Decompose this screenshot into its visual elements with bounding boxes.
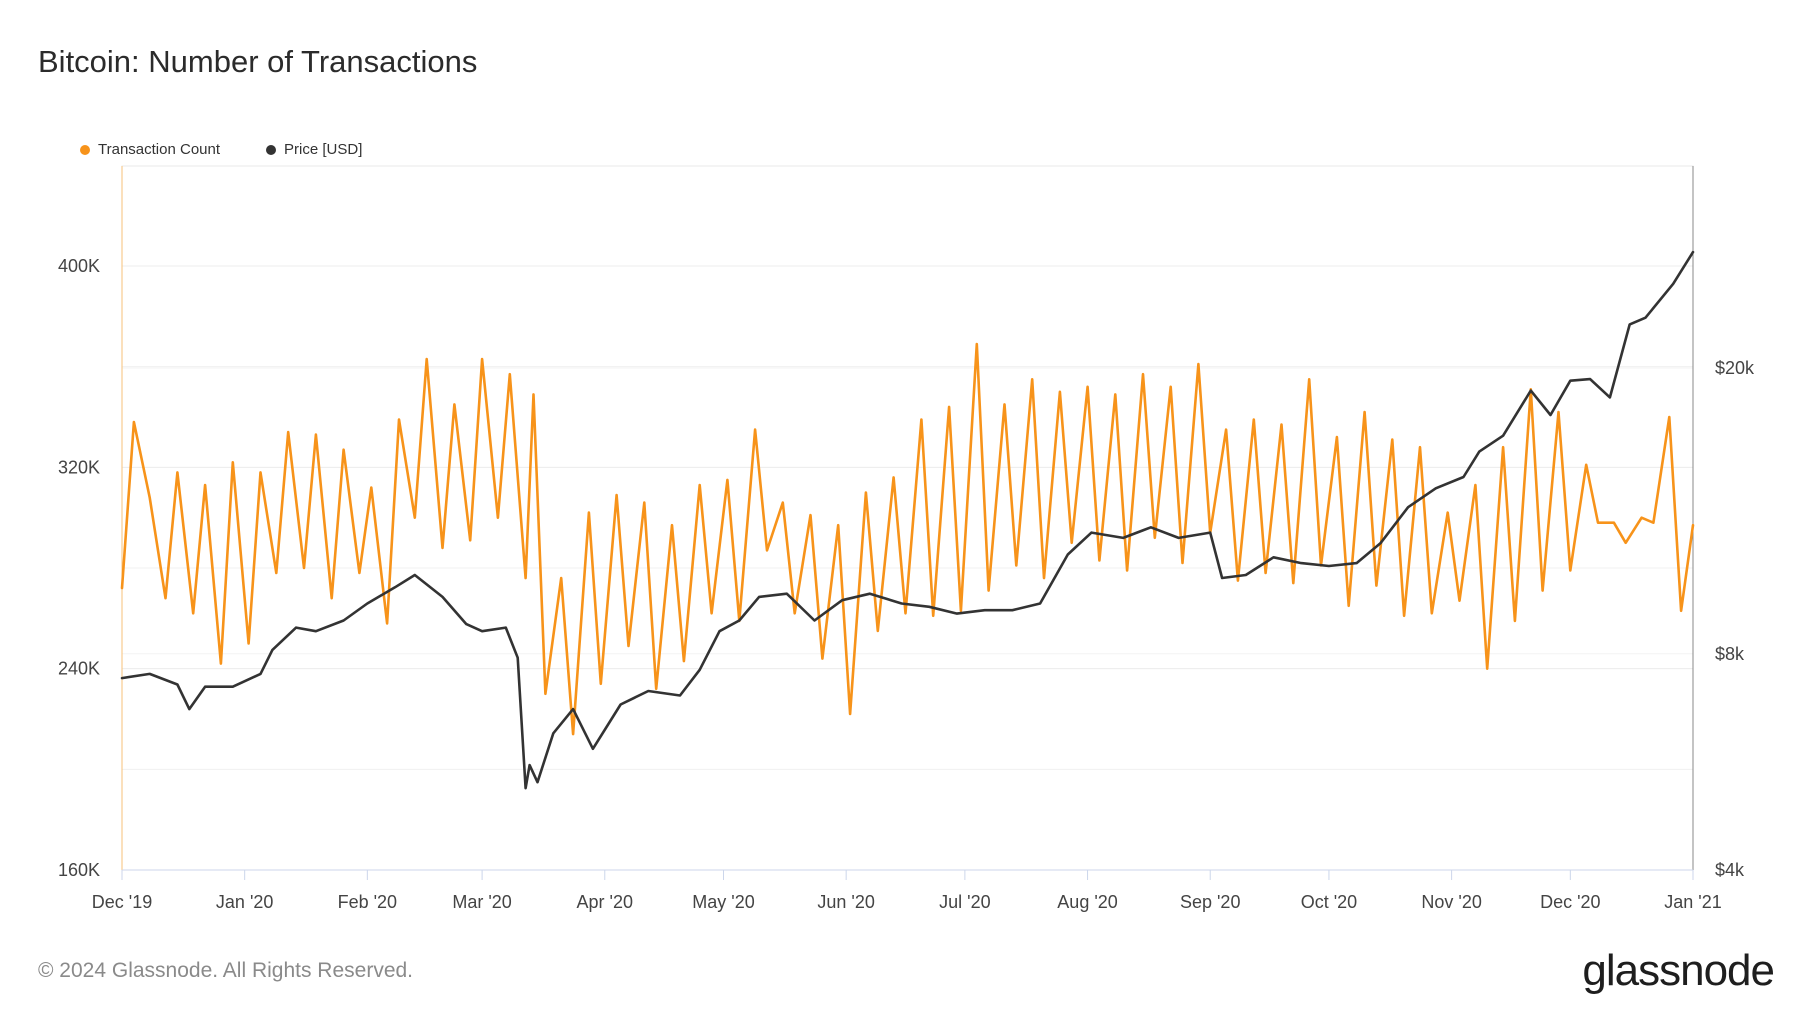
plot-area: [121, 165, 1694, 871]
y-right-tick-label: $20k: [1715, 358, 1755, 378]
legend-dot-icon: [80, 144, 90, 155]
y-right-tick-label: $4k: [1715, 860, 1745, 880]
x-tick-label: Aug '20: [1057, 892, 1118, 912]
chart-legend: Transaction Count Price [USD]: [80, 141, 362, 158]
glassnode-logo: glassnode: [1582, 946, 1775, 995]
x-tick-label: Jul '20: [939, 892, 990, 912]
x-tick-label: May '20: [692, 892, 754, 912]
x-tick-label: Mar '20: [452, 892, 511, 912]
series-line-price: [120, 250, 1695, 790]
x-tick-label: Feb '20: [338, 892, 397, 912]
y-left-tick-label: 240K: [58, 659, 100, 679]
y-left-tick-label: 400K: [58, 256, 100, 276]
x-tick-label: Dec '20: [1540, 892, 1600, 912]
legend-item-price[interactable]: Price [USD]: [266, 141, 362, 158]
legend-dot-icon: [266, 144, 277, 155]
y-left-tick-label: 320K: [58, 457, 100, 477]
chart-title: Bitcoin: Number of Transactions: [38, 44, 478, 79]
x-tick-label: Dec '19: [92, 892, 152, 912]
x-tick-label: Jan '21: [1664, 892, 1721, 912]
legend-label: Transaction Count: [98, 141, 221, 158]
x-tick-label: Jun '20: [817, 892, 874, 912]
y-left-tick-label: 160K: [58, 860, 100, 880]
legend-item-transaction-count[interactable]: Transaction Count: [80, 141, 220, 158]
series-line-transaction-count: [120, 342, 1695, 736]
y-right-tick-label: $8k: [1715, 644, 1745, 664]
legend-label: Price [USD]: [284, 141, 363, 158]
x-tick-label: Sep '20: [1180, 892, 1241, 912]
copyright-footer: © 2024 Glassnode. All Rights Reserved.: [38, 959, 414, 982]
x-tick-label: Apr '20: [577, 892, 633, 912]
x-tick-label: Jan '20: [216, 892, 273, 912]
x-tick-label: Oct '20: [1301, 892, 1357, 912]
x-tick-label: Nov '20: [1421, 892, 1481, 912]
